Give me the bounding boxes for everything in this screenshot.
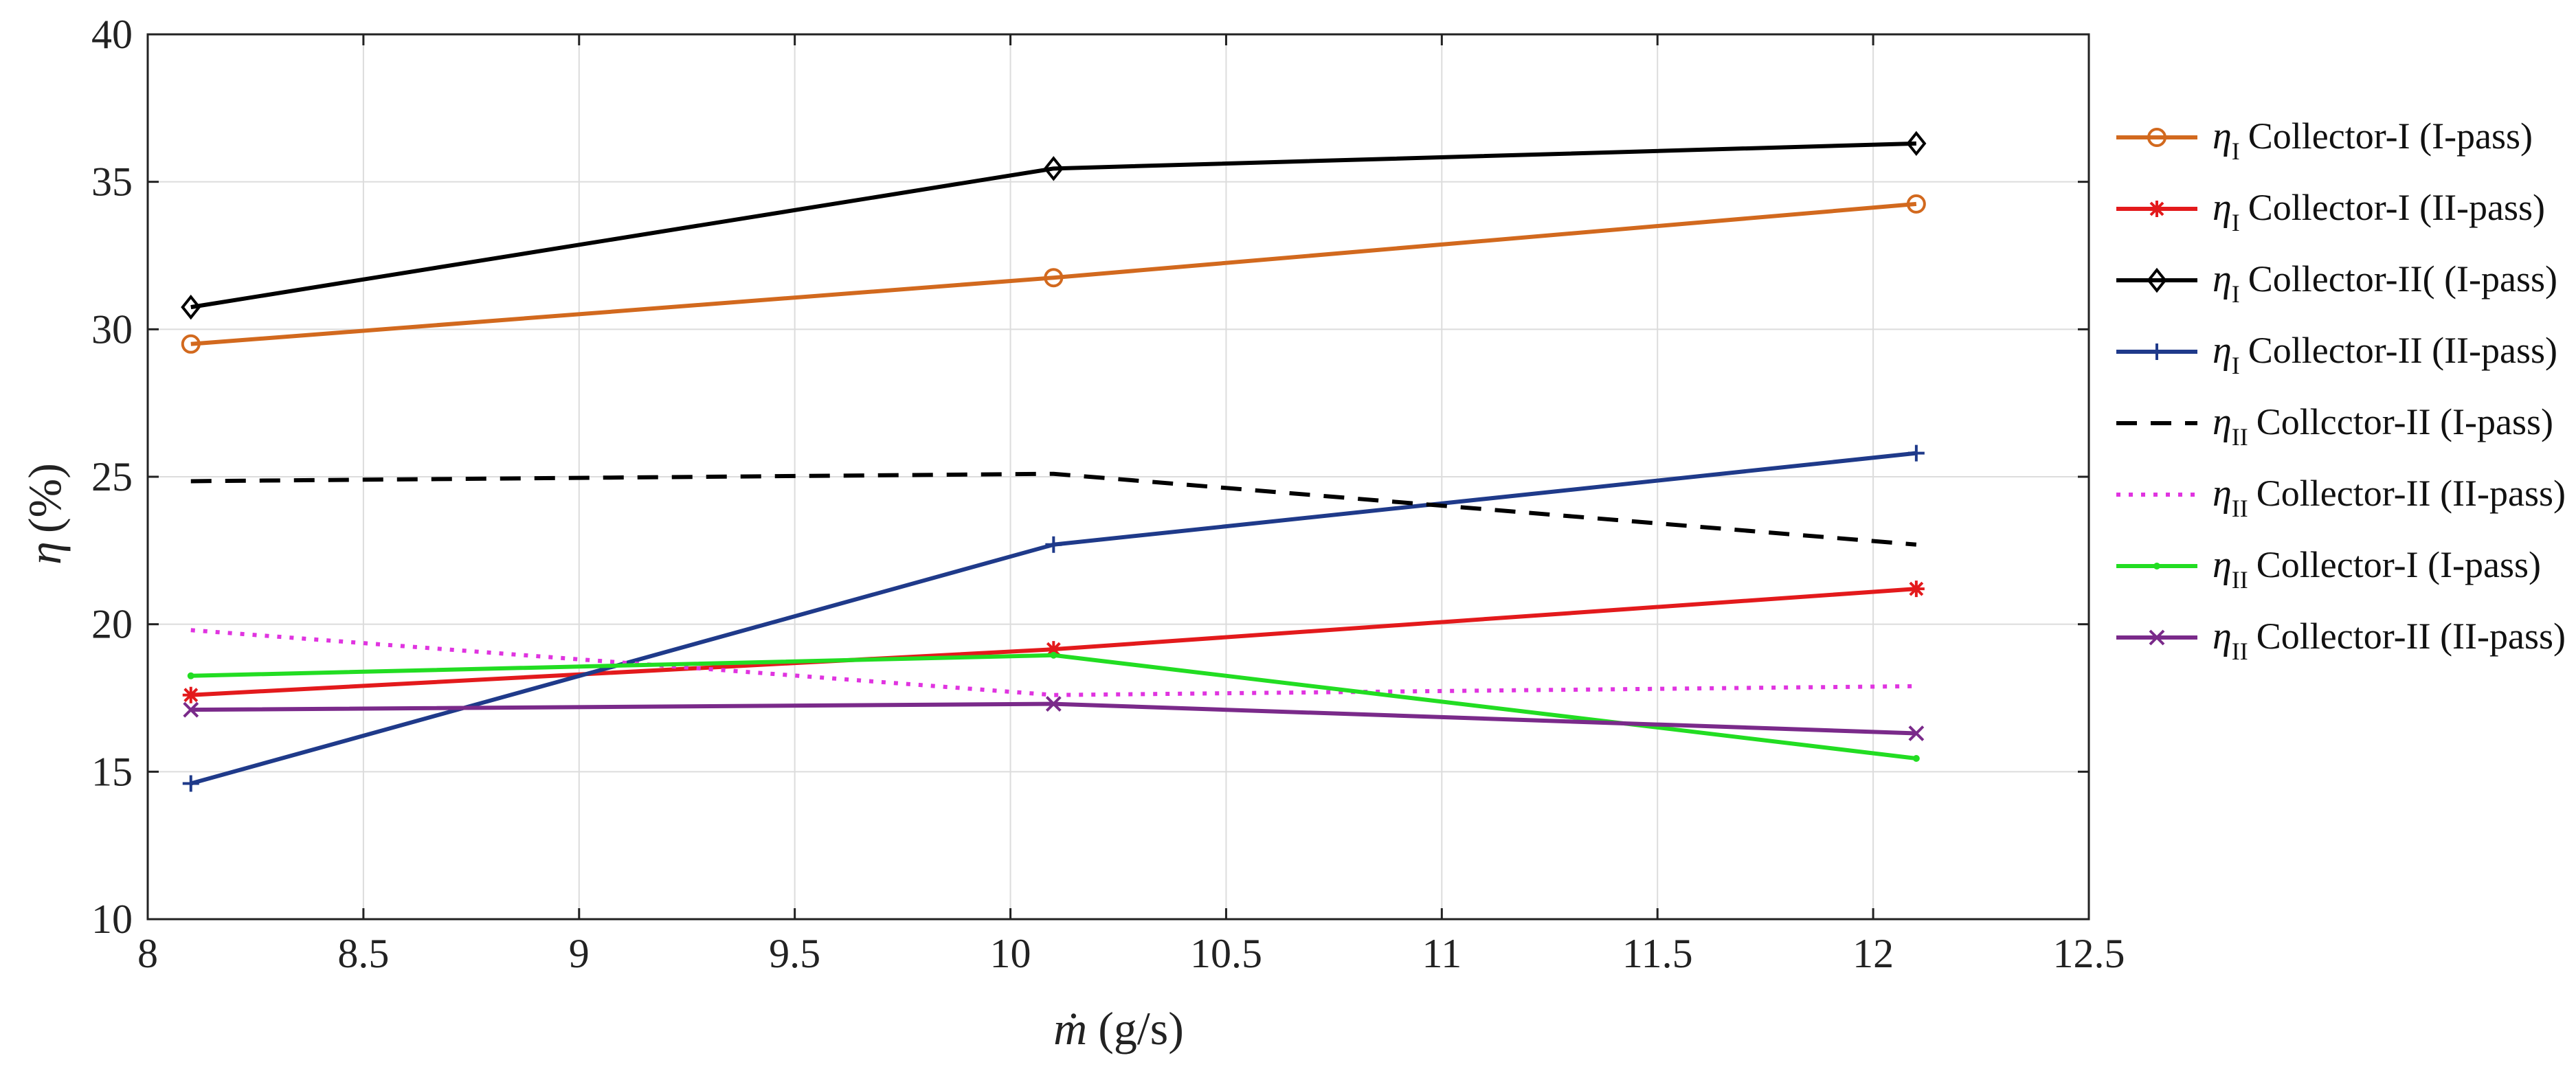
legend-entry: ηI Collector-II( (I-pass)	[2116, 258, 2557, 308]
legend-label: ηI Collector-I (I-pass)	[2213, 115, 2533, 165]
series-2	[182, 580, 1925, 703]
chart-legend: ηI Collector-I (I-pass) ηI Collector-I (II-…	[2116, 115, 2566, 665]
data-point-marker	[181, 334, 201, 354]
legend-entry: ηII Collector-II (II-pass)	[2116, 472, 2566, 522]
data-point-marker	[1043, 156, 1064, 181]
data-point-marker	[1045, 641, 1062, 658]
data-point-marker	[1908, 725, 1925, 741]
series-8	[183, 696, 1925, 741]
y-tick-labels: 10 15 20 25 30 35 40	[91, 12, 133, 942]
y-tick-label: 15	[91, 749, 133, 794]
data-point-marker	[2149, 201, 2165, 217]
y-tick-label: 20	[91, 602, 133, 647]
x-tick-labels: 8 8.5 9 9.5 10 10.5 11 11.5 12 12.5	[137, 931, 2125, 976]
data-point-marker	[2147, 128, 2166, 147]
series-line	[190, 471, 1917, 547]
series-4	[182, 444, 1925, 792]
legend-label: ηII Collcctor-II (I-pass)	[2213, 401, 2553, 451]
legend-entry: ηI Collector-II (II-pass)	[2116, 329, 2557, 379]
x-tick-label: 9	[569, 931, 590, 976]
data-point-marker	[2147, 267, 2167, 293]
legend-label: ηI Collector-II (II-pass)	[2213, 329, 2557, 379]
plot-area-frame	[146, 33, 2090, 921]
series-1	[181, 194, 1926, 354]
data-point-marker	[182, 686, 199, 703]
data-point-marker	[1045, 536, 1062, 553]
data-point-marker	[1906, 131, 1927, 157]
data-point-marker	[1044, 268, 1064, 288]
data-point-marker	[1050, 651, 1057, 659]
series-5	[190, 471, 1917, 547]
y-tick-label: 30	[91, 306, 133, 352]
data-point-marker	[1045, 696, 1062, 712]
y-axis-label: η(%)	[19, 463, 71, 565]
y-tick-label: 35	[91, 159, 133, 205]
series-line	[190, 201, 1917, 346]
x-tick-label: 9.5	[769, 931, 820, 976]
legend-label: ηI Collector-II( (I-pass)	[2213, 258, 2557, 308]
legend-entry: ηI Collector-I (II-pass)	[2116, 186, 2545, 236]
data-series	[181, 131, 1927, 792]
legend-entry: ηII Collcctor-II (I-pass)	[2116, 401, 2553, 451]
x-tick-label: 12.5	[2053, 931, 2125, 976]
legend-label: ηII Collector-II (II-pass)	[2213, 615, 2566, 665]
data-point-marker	[182, 775, 199, 792]
y-tick-label: 10	[91, 897, 133, 942]
x-tick-label: 10	[990, 931, 1031, 976]
series-6	[190, 628, 1916, 697]
series-line	[190, 628, 1916, 697]
series-3	[181, 131, 1927, 320]
data-point-marker	[1906, 194, 1926, 214]
x-tick-label: 8	[137, 931, 158, 976]
x-tick-label: 10.5	[1190, 931, 1262, 976]
legend-label: ηII Collector-I (I-pass)	[2213, 543, 2541, 594]
data-point-marker	[187, 672, 194, 679]
data-point-marker	[1907, 580, 1925, 598]
legend-label: ηII Collector-II (II-pass)	[2213, 472, 2566, 522]
x-axis-label: ṁ (g/s)	[1053, 1002, 1184, 1055]
legend-entry: ηI Collector-I (I-pass)	[2116, 115, 2533, 165]
y-tick-label: 25	[91, 454, 133, 499]
x-tick-label: 11.5	[1622, 931, 1693, 976]
x-tick-label: 11	[1422, 931, 1461, 976]
x-tick-label: 8.5	[337, 931, 389, 976]
data-point-marker	[2149, 629, 2165, 646]
data-point-marker	[1912, 755, 1920, 763]
x-tick-label: 12	[1852, 931, 1894, 976]
legend-label: ηI Collector-I (II-pass)	[2213, 186, 2545, 236]
data-point-marker	[2153, 563, 2160, 570]
data-point-marker	[181, 294, 201, 320]
data-point-marker	[183, 701, 199, 718]
series-line	[190, 141, 1916, 310]
y-tick-label: 40	[91, 12, 133, 57]
legend-entry: ηII Collector-II (II-pass)	[2116, 615, 2566, 665]
data-point-marker	[1907, 444, 1925, 462]
legend-entry: ηII Collector-I (I-pass)	[2116, 543, 2541, 594]
data-point-marker	[2149, 343, 2165, 360]
